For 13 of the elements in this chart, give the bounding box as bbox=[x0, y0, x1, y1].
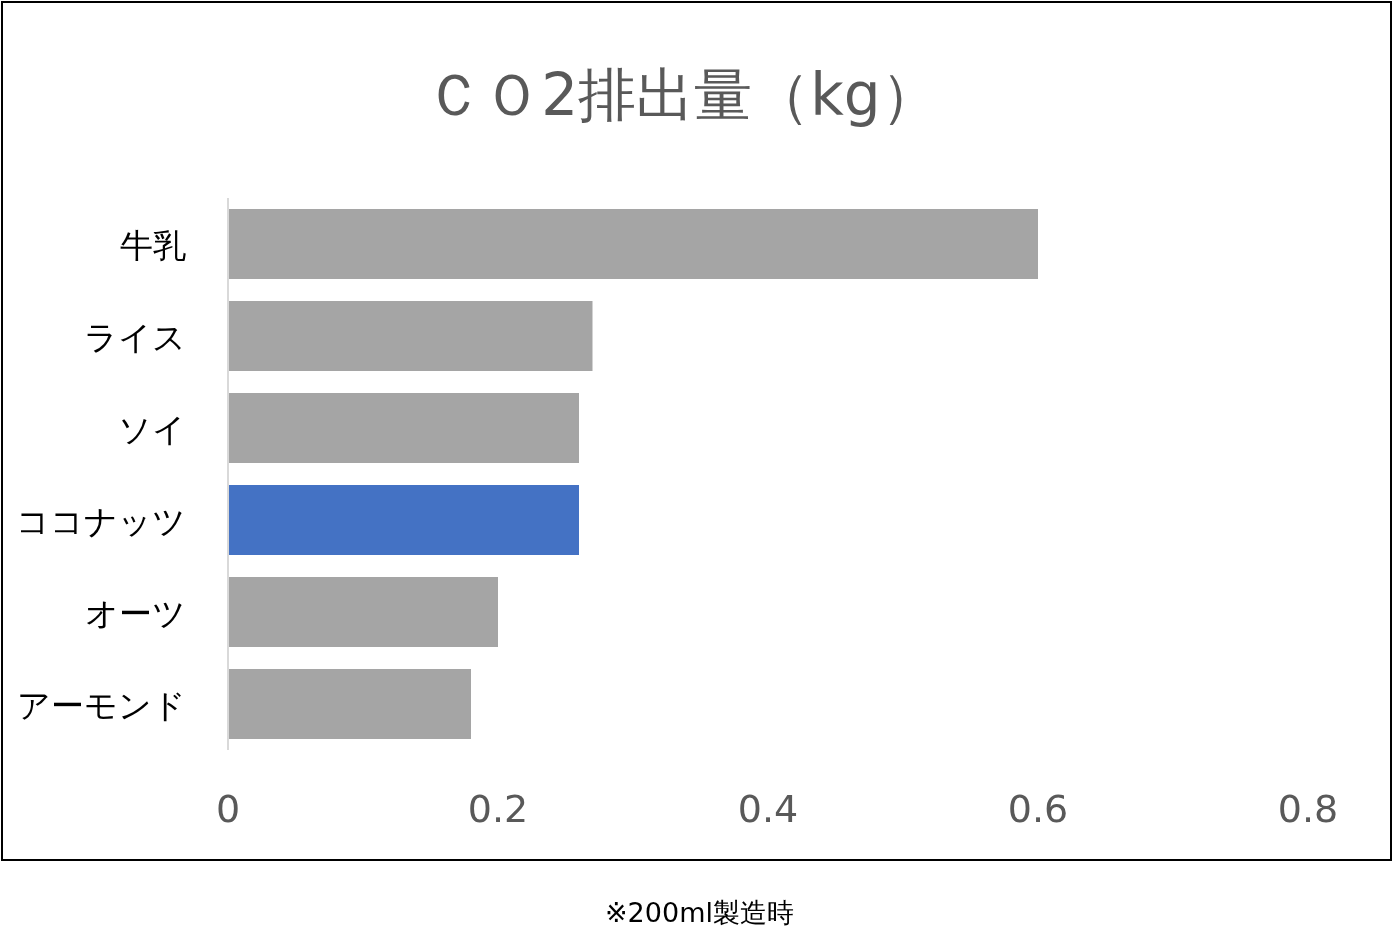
annotation: ※200ml製造時 bbox=[605, 897, 794, 928]
tick-label: 0.2 bbox=[467, 787, 529, 831]
category-label: ライス bbox=[84, 318, 186, 357]
tick-label: 0 bbox=[215, 787, 241, 831]
tick-label: 0.4 bbox=[737, 787, 799, 831]
category-label: アーモンド bbox=[17, 686, 186, 725]
tick-label: 0.8 bbox=[1277, 787, 1339, 831]
category-label: ソイ bbox=[118, 410, 186, 449]
title: ＣＯ2排出量（kg） bbox=[425, 61, 939, 129]
category-label: ココナッツ bbox=[16, 502, 186, 541]
category-label: オーツ bbox=[85, 594, 186, 633]
category-label: 牛乳 bbox=[120, 226, 186, 265]
tick-label: 0.6 bbox=[1007, 787, 1069, 831]
